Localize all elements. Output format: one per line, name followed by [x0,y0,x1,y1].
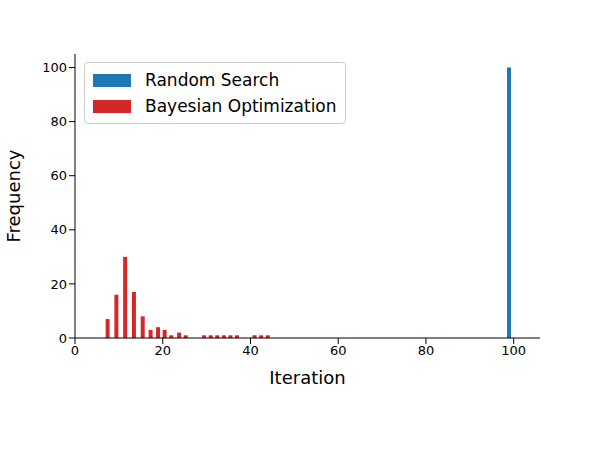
svg-text:0: 0 [71,343,79,358]
svg-text:60: 60 [330,343,347,358]
svg-text:Frequency: Frequency [8,149,24,242]
svg-text:40: 40 [242,343,259,358]
svg-text:100: 100 [42,60,67,75]
svg-text:40: 40 [50,222,67,237]
svg-text:0: 0 [59,331,67,346]
svg-text:100: 100 [501,343,526,358]
svg-text:60: 60 [50,168,67,183]
svg-text:80: 80 [418,343,435,358]
html-text:Random Search: Random Search [145,70,280,90]
svg-text:Iteration: Iteration [269,367,345,388]
svg-text:80: 80 [50,114,67,129]
svg-text:20: 20 [154,343,171,358]
svg-text:20: 20 [50,277,67,292]
html-text:Bayesian Optimization: Bayesian Optimization [145,96,337,116]
